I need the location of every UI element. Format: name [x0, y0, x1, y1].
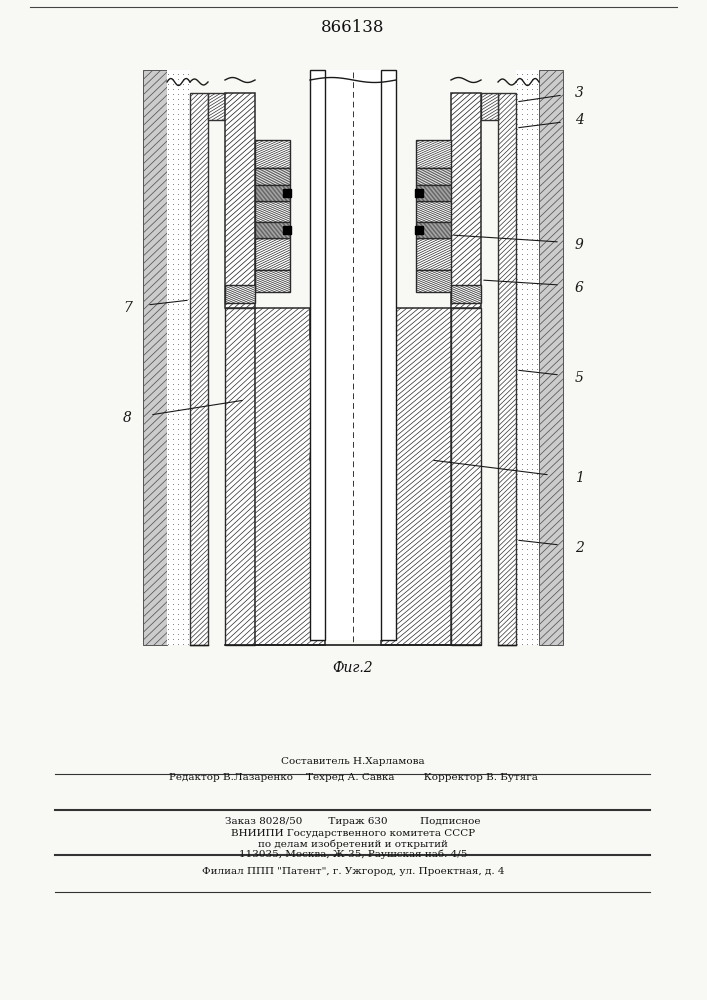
Polygon shape — [416, 222, 451, 238]
Text: Фиг.2: Фиг.2 — [333, 661, 373, 675]
Polygon shape — [225, 308, 255, 645]
Bar — [325, 70, 381, 640]
Polygon shape — [451, 93, 481, 308]
Polygon shape — [255, 308, 325, 645]
Polygon shape — [255, 201, 290, 222]
Polygon shape — [416, 201, 451, 222]
Polygon shape — [255, 140, 290, 168]
Polygon shape — [416, 270, 451, 292]
Text: 2: 2 — [575, 541, 584, 555]
Polygon shape — [225, 93, 255, 308]
Polygon shape — [310, 70, 325, 640]
Polygon shape — [539, 70, 563, 645]
Text: 9: 9 — [575, 238, 584, 252]
Text: по делам изобретений и открытий: по делам изобретений и открытий — [258, 839, 448, 849]
Text: 4: 4 — [575, 113, 584, 127]
Polygon shape — [416, 185, 451, 201]
Text: 1: 1 — [575, 471, 584, 485]
Text: 113035, Москва, Ж-35, Раушская наб. 4/5: 113035, Москва, Ж-35, Раушская наб. 4/5 — [239, 849, 467, 859]
Text: Составитель Н.Харламова: Составитель Н.Харламова — [281, 758, 425, 766]
Polygon shape — [516, 70, 539, 645]
Polygon shape — [255, 270, 290, 292]
Polygon shape — [255, 168, 290, 185]
Polygon shape — [208, 93, 225, 120]
Polygon shape — [190, 93, 208, 645]
Polygon shape — [451, 285, 481, 303]
Polygon shape — [481, 93, 498, 120]
Polygon shape — [381, 308, 451, 645]
Text: 8: 8 — [123, 411, 132, 425]
Text: Редактор В.Лазаренко    Техред А. Савка         Корректор В. Бутяга: Редактор В.Лазаренко Техред А. Савка Кор… — [168, 774, 537, 782]
Polygon shape — [451, 308, 481, 645]
Text: 7: 7 — [123, 301, 132, 315]
Polygon shape — [225, 285, 255, 303]
Text: Филиал ППП "Патент", г. Ужгород, ул. Проектная, д. 4: Филиал ППП "Патент", г. Ужгород, ул. Про… — [201, 867, 504, 876]
Polygon shape — [167, 70, 190, 645]
Polygon shape — [381, 70, 396, 640]
Text: 866138: 866138 — [321, 19, 385, 36]
Polygon shape — [416, 140, 451, 168]
Text: 3: 3 — [575, 86, 584, 100]
Polygon shape — [255, 185, 290, 201]
Polygon shape — [416, 168, 451, 185]
Polygon shape — [416, 238, 451, 270]
Text: 5: 5 — [575, 371, 584, 385]
Polygon shape — [143, 70, 167, 645]
Text: 6: 6 — [575, 281, 584, 295]
Text: ВНИИПИ Государственного комитета СССР: ВНИИПИ Государственного комитета СССР — [231, 830, 475, 838]
Polygon shape — [255, 238, 290, 270]
Polygon shape — [498, 93, 516, 645]
Polygon shape — [255, 222, 290, 238]
Text: Заказ 8028/50        Тираж 630          Подписное: Заказ 8028/50 Тираж 630 Подписное — [226, 818, 481, 826]
